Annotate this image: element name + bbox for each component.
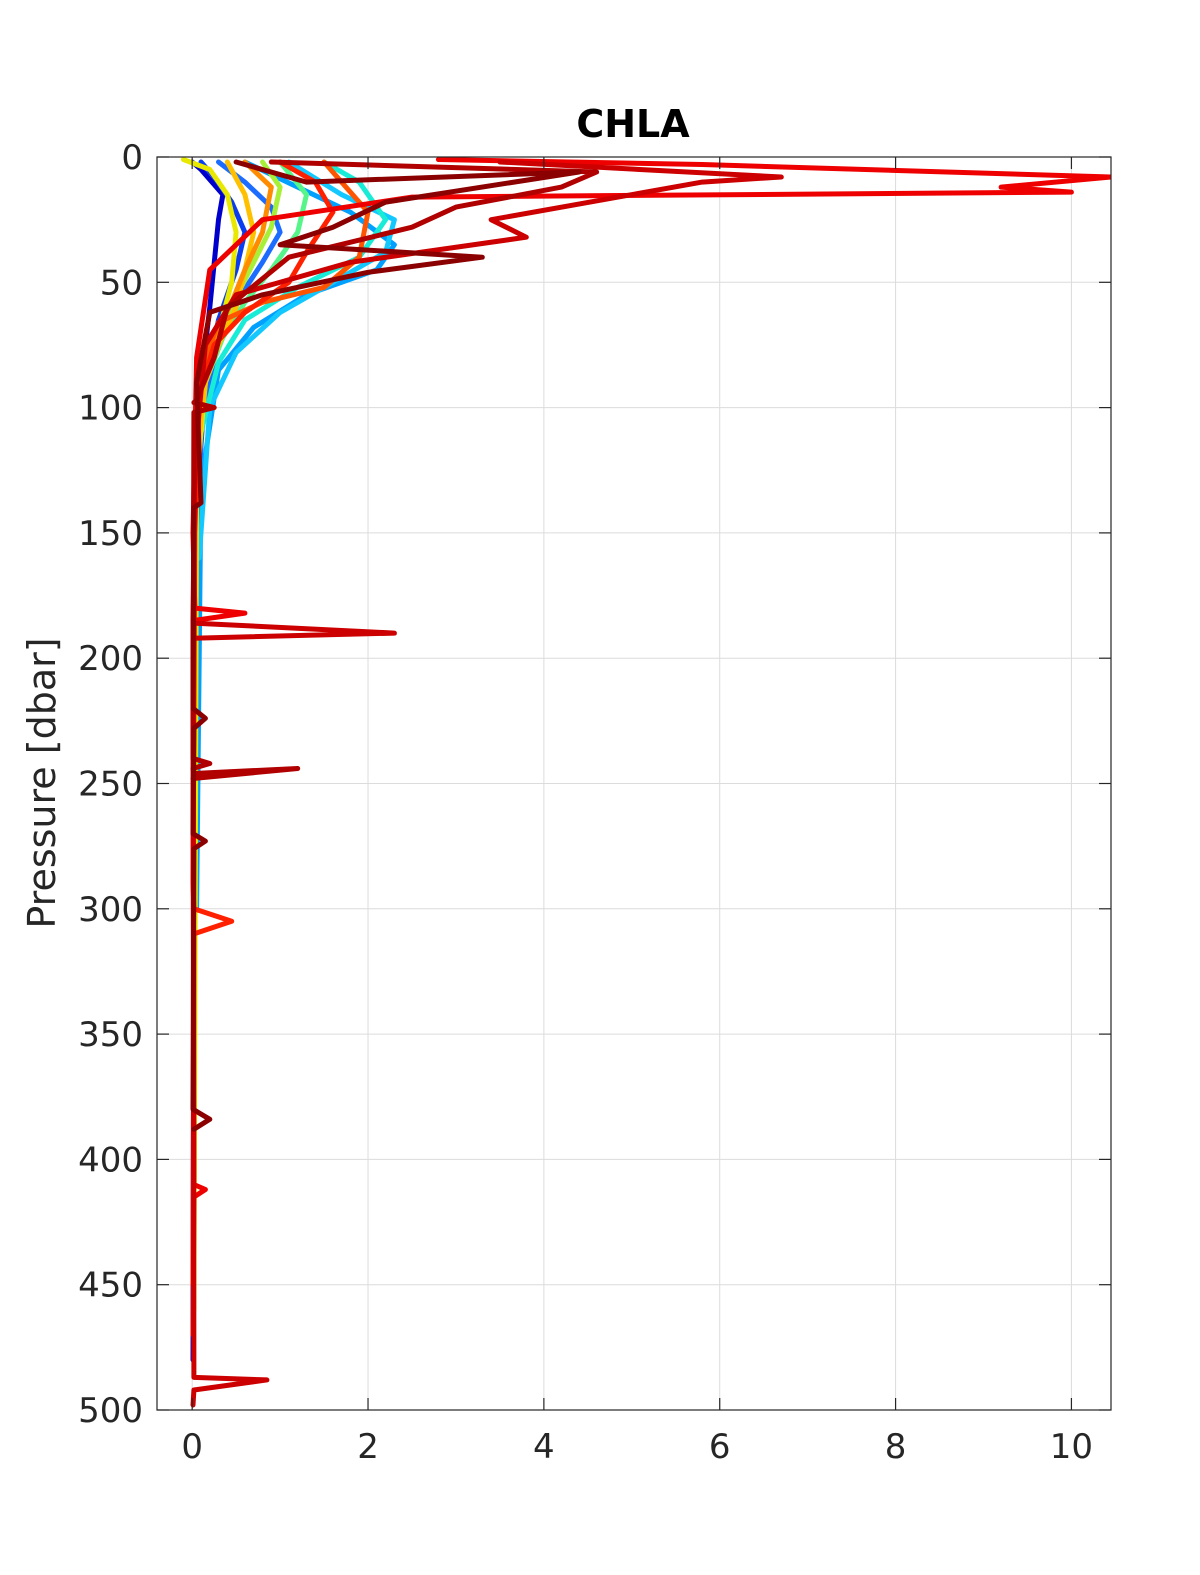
y-tick-label: 450 (78, 1266, 143, 1306)
y-tick-label: 100 (78, 389, 143, 429)
gridlines (157, 156, 1111, 1411)
profile-line-14 (190, 157, 1111, 1338)
x-tick-label: 4 (533, 1427, 555, 1467)
y-axis-label: Pressure [dbar] (20, 637, 64, 928)
x-tick-label: 10 (1050, 1427, 1093, 1467)
y-tick-label: 300 (78, 890, 143, 930)
y-tick-label: 350 (78, 1015, 143, 1055)
x-tick-label: 2 (357, 1427, 379, 1467)
x-tick-label: 8 (885, 1427, 907, 1467)
y-tick-label: 500 (78, 1391, 143, 1431)
y-tick-label: 50 (100, 263, 143, 303)
y-axis-ticks: 0 50 100 150 200 250 300 350 400 450 500 (78, 138, 1111, 1431)
profile-line-15 (190, 159, 784, 1408)
plot-area (180, 157, 1111, 1408)
y-tick-label: 150 (78, 514, 143, 554)
profile-line-6 (198, 159, 389, 436)
y-tick-label: 0 (121, 138, 143, 178)
x-tick-label: 6 (709, 1427, 731, 1467)
chart-title: CHLA (576, 102, 690, 146)
y-tick-label: 200 (78, 639, 143, 679)
y-tick-label: 250 (78, 765, 143, 805)
profile-line-17 (190, 159, 582, 1132)
x-axis-ticks: 0 2 4 6 8 10 (181, 157, 1093, 1467)
y-tick-label: 400 (78, 1140, 143, 1180)
x-tick-label: 0 (181, 1427, 203, 1467)
